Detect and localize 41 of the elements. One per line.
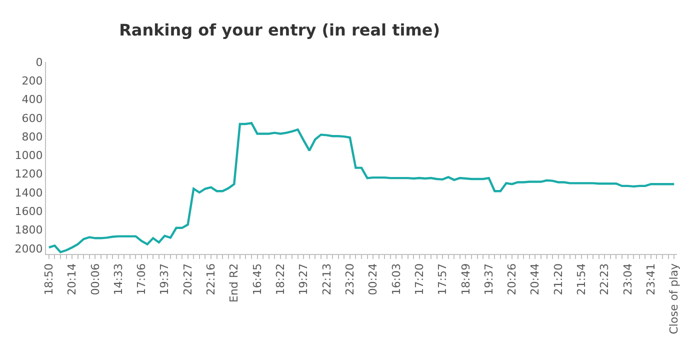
x-tick-label: 22:13 — [320, 263, 334, 296]
x-tick-label: 16:03 — [390, 263, 403, 296]
y-tick-label: 1400 — [14, 186, 43, 200]
x-tick-label: Close of play — [668, 262, 681, 334]
chart-title: Ranking of your entry (in real time) — [119, 20, 440, 40]
x-tick-label: 20:26 — [506, 263, 519, 296]
x-tick-label: 00:06 — [88, 263, 102, 296]
x-tick-label: 19:27 — [297, 263, 310, 296]
line-series — [48, 122, 676, 254]
y-tick-label: 600 — [22, 112, 43, 125]
x-tick-label: 16:45 — [250, 263, 264, 296]
x-tick-label: 20:14 — [66, 263, 79, 296]
x-tick-label: 20:27 — [181, 263, 194, 296]
x-tick-label: 18:49 — [459, 263, 472, 296]
x-tick-label: 19:37 — [482, 263, 496, 296]
y-tick-label: 200 — [22, 74, 43, 88]
x-tick-label: 21:20 — [552, 263, 565, 296]
x-tick-label: 14:33 — [112, 263, 125, 296]
y-tick-label: 1600 — [14, 204, 43, 218]
x-tick-label: 22:16 — [204, 263, 218, 296]
y-tick-label: 1200 — [14, 168, 43, 181]
x-tick-label: 21:54 — [575, 263, 588, 296]
x-tick-label: 23:04 — [621, 263, 634, 296]
y-tick-label: 0 — [36, 56, 43, 69]
x-tick-label: End R2 — [228, 263, 241, 302]
x-tick-label: 23:20 — [343, 263, 356, 296]
x-tick-label: 22:23 — [598, 263, 612, 296]
x-tick-label: 20:44 — [528, 263, 542, 296]
x-tick-label: 00:24 — [366, 263, 380, 296]
x-tick-label: 18:50 — [42, 263, 56, 296]
y-tick-label: 800 — [22, 130, 43, 144]
x-tick-label: 17:57 — [436, 263, 450, 296]
x-tick-label: 17:06 — [135, 263, 148, 296]
y-tick-label: 2000 — [14, 242, 43, 256]
x-tick-label: 23:41 — [644, 263, 658, 296]
x-tick-label: 17:20 — [412, 263, 426, 296]
x-tick-label: 18:22 — [274, 263, 288, 296]
y-tick-label: 1800 — [14, 224, 43, 237]
y-tick-label: 1000 — [14, 149, 43, 162]
y-tick-label: 400 — [22, 93, 43, 106]
x-tick-label: 19:37 — [158, 263, 172, 296]
